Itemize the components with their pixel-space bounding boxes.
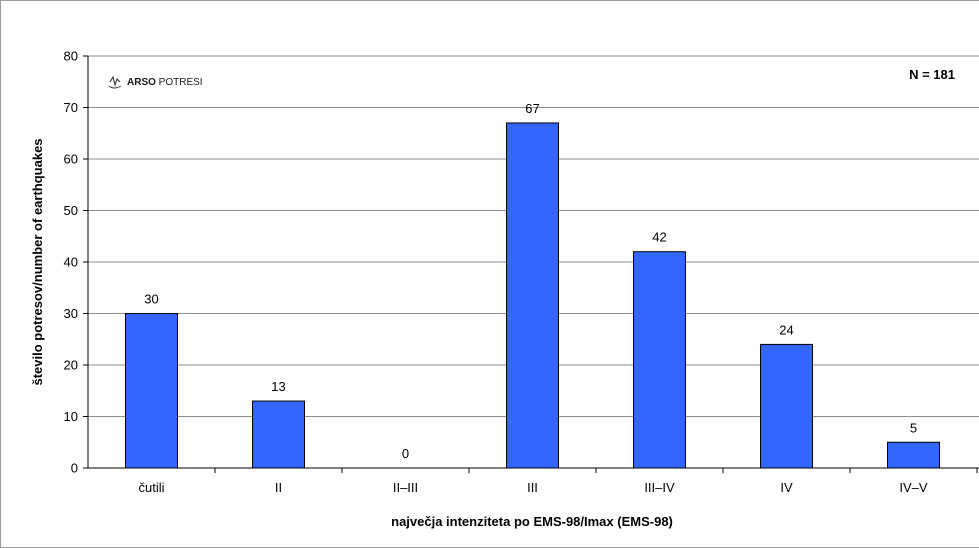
bar-value-label: 42 — [652, 230, 666, 245]
bars — [125, 122, 940, 469]
y-tick-label: 0 — [71, 461, 78, 476]
y-axis-title: število potresov/number of earthquakes — [30, 138, 45, 385]
bar — [887, 441, 940, 469]
x-tick-label: III–IV — [644, 480, 675, 495]
bar-value-label: 30 — [144, 292, 158, 307]
x-tick-label: II — [275, 480, 282, 495]
seismograph-icon — [108, 75, 122, 89]
logo-brand-bold: ARSO — [127, 77, 156, 88]
y-tick-label: 40 — [64, 255, 78, 270]
bar-value-label: 5 — [910, 420, 917, 435]
logo-brand-light: POTRESI — [156, 77, 203, 88]
bar — [252, 400, 305, 469]
y-tick-label: 60 — [64, 152, 78, 167]
bar — [760, 343, 813, 469]
labels: 0 10 20 30 40 50 60 70 80 30 čutili 13 II 0 II–III 67 II… — [64, 49, 928, 496]
axes — [83, 55, 979, 473]
sample-size-annotation: N = 181 — [909, 67, 955, 82]
bar-value-label: 13 — [271, 379, 285, 394]
bar-value-label: 0 — [402, 446, 409, 461]
y-tick-label: 10 — [64, 409, 78, 424]
bar — [633, 251, 686, 469]
svg-text:ARSO POTRESI: ARSO POTRESI — [127, 77, 203, 88]
y-tick-label: 50 — [64, 203, 78, 218]
bar — [125, 313, 178, 469]
y-tick-label: 20 — [64, 358, 78, 373]
bar-value-label: 24 — [779, 322, 793, 337]
arso-logo: ARSO POTRESI — [108, 75, 203, 89]
x-tick-label: III — [527, 480, 538, 495]
x-axis-title: največja intenziteta po EMS-98/Imax (EMS… — [391, 514, 673, 529]
x-tick-label: čutili — [138, 480, 164, 495]
bar — [506, 122, 559, 469]
x-tick-label: II–III — [393, 480, 418, 495]
y-tick-label: 70 — [64, 100, 78, 115]
y-tick-label: 80 — [64, 49, 78, 64]
x-tick-label: IV–V — [899, 480, 928, 495]
bar-value-label: 67 — [525, 101, 539, 116]
x-tick-label: IV — [780, 480, 793, 495]
y-tick-label: 30 — [64, 306, 78, 321]
